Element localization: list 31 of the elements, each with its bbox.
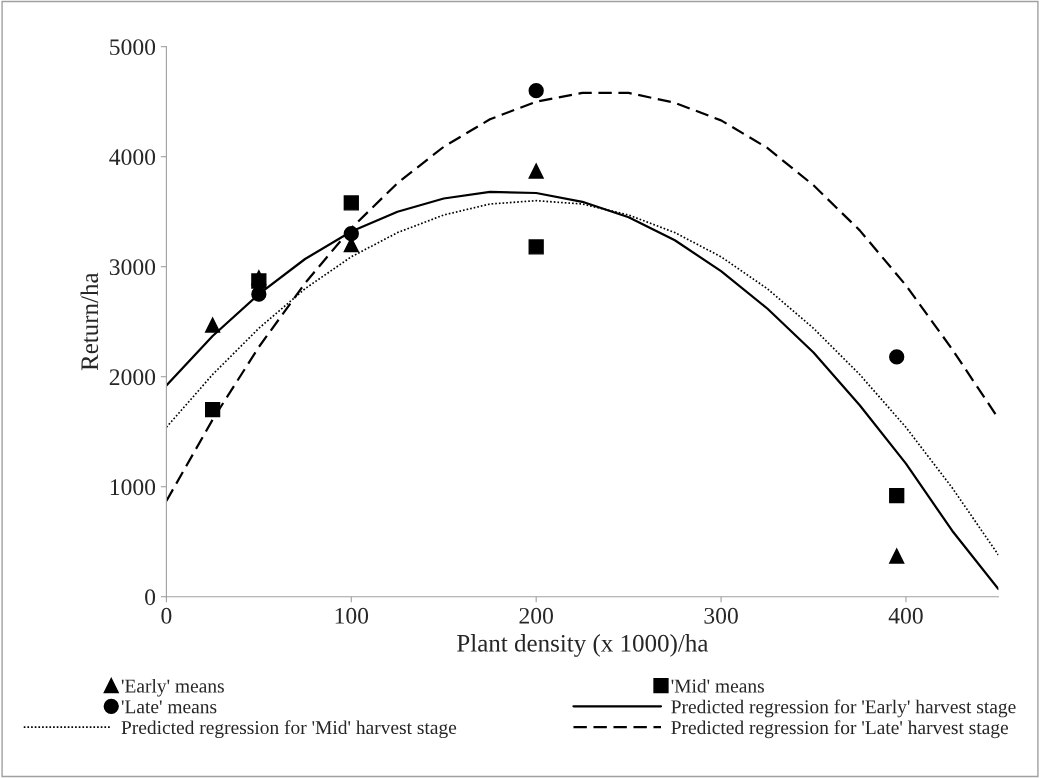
y-tick-label: 1000 (110, 479, 156, 496)
x-tick-label: 0 (161, 607, 172, 624)
x-tick-label: 300 (704, 607, 738, 624)
point (528, 163, 544, 179)
point (343, 195, 359, 211)
point (528, 83, 544, 99)
point (343, 226, 359, 242)
legend-label: 'Mid' means (671, 678, 764, 693)
x-tick-label: 100 (335, 607, 369, 624)
legend-label: Predicted regression for 'Early' harvest stage (671, 699, 1016, 718)
point (889, 487, 905, 504)
point (889, 349, 905, 365)
point (251, 273, 267, 289)
y-tick-label: 2000 (109, 369, 156, 386)
legend-label: Predicted regression for 'Mid' harvest stage (121, 720, 457, 739)
legend-label: 'Late' means (121, 700, 217, 714)
point (889, 548, 905, 564)
y-tick-label: 4000 (109, 149, 156, 166)
y-tick-label: 3000 (109, 259, 156, 276)
x-axis-title: Plant density (x 1000)/ha (457, 634, 709, 657)
point (251, 286, 267, 302)
point (204, 317, 221, 333)
y-tick-label: 0 (145, 589, 156, 606)
y-axis-title: Return/ha (80, 272, 99, 371)
x-tick-label: 200 (519, 607, 553, 624)
legend-label: 'Early' means (121, 678, 224, 697)
point (204, 402, 221, 418)
y-tick-label: 5000 (110, 39, 156, 56)
point (528, 239, 544, 255)
x-tick-label: 400 (888, 607, 923, 624)
legend-label: Predicted regression for 'Late' harvest stage (671, 720, 1009, 739)
